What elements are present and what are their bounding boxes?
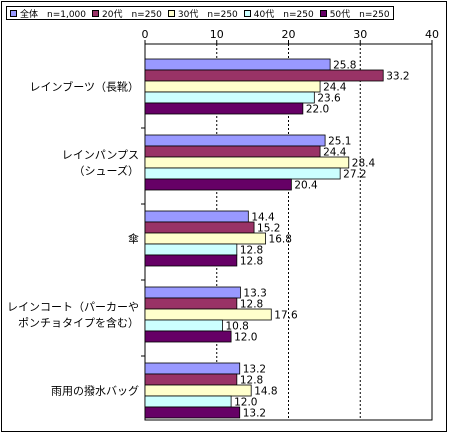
- bar: [144, 134, 326, 147]
- value-label: 10.8: [225, 321, 248, 333]
- category-label: レインブーツ（長靴）: [30, 80, 139, 94]
- bar: [144, 254, 238, 267]
- bar: [144, 330, 232, 343]
- bar: [144, 221, 255, 234]
- category-label: レインコート（パーカーや: [7, 301, 139, 314]
- value-label: 25.1: [328, 136, 351, 148]
- value-label: 12.8: [240, 245, 263, 257]
- bar: [144, 308, 272, 321]
- bar: [144, 156, 350, 169]
- bar: [144, 286, 241, 299]
- category-label: 傘: [128, 233, 139, 246]
- x-tick-label: 40: [425, 28, 439, 41]
- bar: [144, 319, 223, 332]
- value-label: 28.4: [352, 158, 376, 170]
- bar: [144, 145, 321, 158]
- legend-item: 20代 n=250: [92, 7, 162, 20]
- legend-label: 全体 n=1,000: [20, 9, 87, 20]
- value-label: 13.2: [243, 364, 266, 376]
- x-tick-label: 30: [353, 28, 367, 41]
- value-label: 20.4: [294, 180, 318, 192]
- bar: [144, 362, 241, 375]
- legend-swatch: [92, 9, 100, 17]
- value-label: 12.8: [240, 256, 263, 268]
- legend-swatch: [243, 9, 251, 17]
- legend-label: 40代 n=250: [253, 9, 314, 20]
- legend-item: 全体 n=1,000: [10, 7, 86, 20]
- value-label: 14.8: [254, 386, 277, 398]
- value-label: 12.8: [240, 299, 263, 311]
- value-label: 24.4: [323, 82, 347, 94]
- legend-swatch: [10, 9, 17, 17]
- bar: [144, 373, 238, 386]
- bar: [144, 406, 241, 419]
- value-label: 17.6: [274, 310, 298, 322]
- x-tick-label: 20: [282, 28, 296, 41]
- value-label: 16.8: [269, 234, 292, 246]
- legend-item: 40代 n=250: [243, 7, 314, 20]
- bar: [144, 69, 384, 82]
- bar: [144, 210, 249, 223]
- category-label: レインパンプス: [62, 149, 139, 162]
- legend-label: 20代 n=250: [102, 9, 162, 20]
- legend-item: 30代 n=250: [167, 7, 238, 20]
- value-label: 25.8: [333, 60, 356, 72]
- x-tick-label: 0: [142, 28, 149, 41]
- bar: [144, 167, 341, 180]
- bar: [144, 102, 304, 115]
- value-label: 12.0: [234, 397, 257, 409]
- legend-swatch: [319, 9, 327, 17]
- bar: [144, 58, 331, 71]
- category-label: 雨用の撥水バッグ: [51, 384, 139, 398]
- value-label: 13.2: [243, 408, 266, 420]
- value-label: 24.4: [323, 147, 347, 159]
- value-label: 12.0: [234, 332, 257, 344]
- bar: [144, 80, 321, 93]
- value-label: 15.2: [257, 223, 280, 235]
- category-label: （シューズ）: [74, 164, 139, 178]
- legend-swatch: [167, 9, 175, 17]
- value-label: 33.2: [386, 71, 409, 83]
- bar: [144, 297, 238, 310]
- category-label: ポンチョタイプを含む）: [18, 316, 139, 330]
- value-label: 13.3: [243, 288, 266, 300]
- bar: [144, 395, 232, 408]
- chart-legend: 全体 n=1,000 20代 n=250 30代 n=250 40代 n=250 50代…: [6, 6, 394, 20]
- value-label: 14.4: [251, 212, 275, 224]
- bar: [144, 91, 315, 104]
- value-label: 22.0: [306, 104, 329, 116]
- value-label: 12.8: [240, 375, 263, 387]
- bar: [144, 178, 292, 191]
- bar: [144, 243, 238, 256]
- bar: [144, 384, 252, 397]
- x-tick-label: 10: [210, 28, 224, 41]
- value-label: 23.6: [317, 93, 341, 105]
- legend-label: 50代 n=250: [329, 9, 390, 20]
- value-label: 27.2: [343, 169, 366, 181]
- legend-item: 50代 n=250: [319, 7, 390, 20]
- bar: [144, 232, 266, 245]
- legend-label: 30代 n=250: [177, 9, 238, 20]
